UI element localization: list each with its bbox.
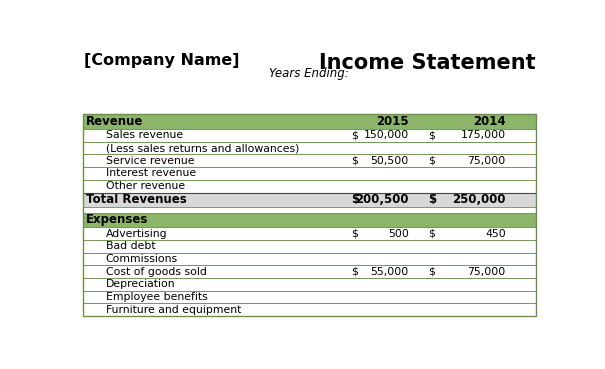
Text: $: $ — [428, 130, 435, 140]
Text: 75,000: 75,000 — [468, 156, 506, 166]
Text: $: $ — [351, 130, 358, 140]
Text: 2014: 2014 — [473, 115, 506, 128]
Text: $: $ — [351, 267, 358, 277]
Bar — [83, 167, 536, 180]
Text: Interest revenue: Interest revenue — [106, 168, 196, 179]
Text: Furniture and equipment: Furniture and equipment — [106, 305, 241, 315]
Text: $: $ — [351, 193, 359, 206]
Text: 55,000: 55,000 — [371, 267, 409, 277]
Text: 500: 500 — [388, 228, 409, 238]
Text: Income Statement: Income Statement — [319, 53, 536, 73]
Text: [Company Name]: [Company Name] — [84, 53, 240, 68]
Text: 200,500: 200,500 — [355, 193, 409, 206]
Bar — [83, 213, 536, 227]
Text: Years Ending:: Years Ending: — [269, 67, 349, 80]
Bar — [83, 114, 536, 129]
Text: Revenue: Revenue — [86, 115, 143, 128]
Text: $: $ — [428, 156, 435, 166]
Text: Expenses: Expenses — [86, 213, 148, 226]
Text: 450: 450 — [485, 228, 506, 238]
Text: Total Revenues: Total Revenues — [86, 193, 186, 206]
Text: Service revenue: Service revenue — [106, 156, 194, 166]
Text: $: $ — [428, 193, 436, 206]
Text: 75,000: 75,000 — [468, 267, 506, 277]
Bar — [83, 303, 536, 316]
Text: $: $ — [351, 156, 358, 166]
Bar — [83, 114, 536, 316]
Text: 2015: 2015 — [376, 115, 409, 128]
Bar — [83, 291, 536, 303]
Bar — [83, 193, 536, 207]
Bar — [83, 180, 536, 193]
Bar — [83, 252, 536, 265]
Text: Depreciation: Depreciation — [106, 279, 175, 289]
Text: 150,000: 150,000 — [364, 130, 409, 140]
Text: $: $ — [428, 228, 435, 238]
Text: Employee benefits: Employee benefits — [106, 292, 208, 302]
Bar — [83, 265, 536, 278]
Bar — [83, 129, 536, 142]
Text: Commissions: Commissions — [106, 254, 178, 264]
Bar — [83, 142, 536, 154]
Text: 50,500: 50,500 — [371, 156, 409, 166]
Text: Cost of goods sold: Cost of goods sold — [106, 267, 207, 277]
Text: 175,000: 175,000 — [460, 130, 506, 140]
Text: 250,000: 250,000 — [453, 193, 506, 206]
Text: $: $ — [428, 267, 435, 277]
Text: Other revenue: Other revenue — [106, 181, 185, 191]
Text: Sales revenue: Sales revenue — [106, 130, 183, 140]
Text: $: $ — [351, 228, 358, 238]
Bar — [83, 154, 536, 167]
Bar — [83, 227, 536, 240]
Bar — [83, 240, 536, 252]
Bar — [83, 278, 536, 291]
Text: Advertising: Advertising — [106, 228, 168, 238]
Text: (Less sales returns and allowances): (Less sales returns and allowances) — [106, 143, 299, 153]
Text: Bad debt: Bad debt — [106, 241, 155, 251]
